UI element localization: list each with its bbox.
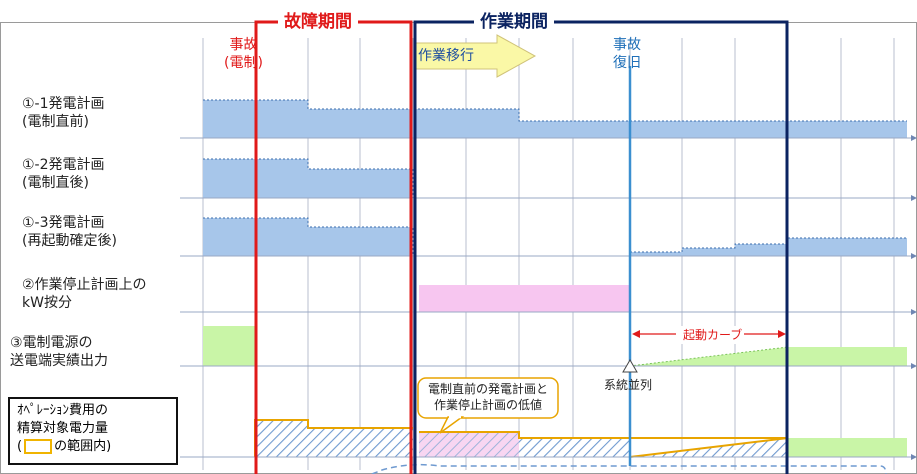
startup-curve-label: 起動カーブ xyxy=(681,326,745,344)
failure-period-title: 故障期間 xyxy=(278,12,358,32)
row-label-plan-before-control: ①-1発電計画 (電制直前) xyxy=(22,96,105,130)
work-period-frame xyxy=(413,20,789,474)
work-transition-arrow xyxy=(415,34,537,78)
row3-plan-after-restart xyxy=(180,217,917,259)
note-line-1: ｵﾍﾟﾚｰｼｮﾝ費用の xyxy=(17,403,109,418)
accident-recovery-label: 事故 復旧 xyxy=(613,37,641,71)
accident-control-label: 事故 (電制) xyxy=(224,37,263,71)
note-open-paren: ( xyxy=(17,439,23,454)
note-line-3: ( の範囲内) xyxy=(17,438,176,456)
row-label-plan-after-control: ①-2発電計画 (電制直後) xyxy=(22,157,105,191)
work-transition-label: 作業移行 xyxy=(418,48,474,64)
row-label-work-stop-plan: ②作業停止計画上の kW按分 xyxy=(22,277,147,311)
row5-actual-output xyxy=(180,326,917,369)
grid-parallel-label: 系統並列 xyxy=(604,378,653,392)
note-line-2: 精算対象電力量 xyxy=(17,421,109,436)
row1-plan-before-control xyxy=(180,99,917,141)
row6-settlement-energy xyxy=(180,419,917,474)
row-label-actual-output: ③電制電源の 送電端実績出力 xyxy=(10,335,108,369)
row2-plan-after-control xyxy=(180,158,917,201)
note-range-text: の範囲内) xyxy=(54,439,112,454)
startup-curve-arrow xyxy=(632,330,786,338)
callout-bubble xyxy=(417,377,559,434)
settlement-note-box: ｵﾍﾟﾚｰｼｮﾝ費用の 精算対象電力量 ( の範囲内) xyxy=(8,397,178,465)
work-period-title: 作業期間 xyxy=(474,12,554,32)
grid-parallel-marker xyxy=(622,359,638,373)
callout-text: 電制直前の発電計画と 作業停止計画の低値 xyxy=(427,382,548,412)
row-label-plan-after-restart: ①-3発電計画 (再起動確定後) xyxy=(22,215,117,249)
row4-work-stop-plan xyxy=(180,285,917,315)
orange-outline-legend-swatch xyxy=(24,439,53,454)
